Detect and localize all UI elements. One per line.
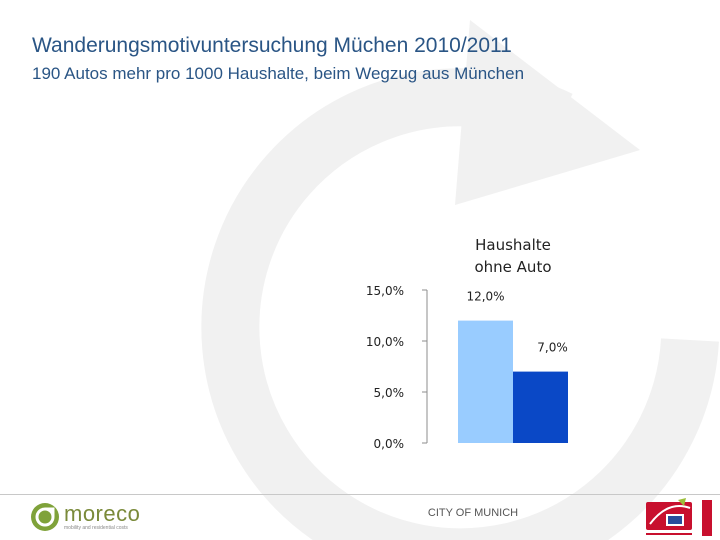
moreco-logo-tagline: mobility and residential costs <box>64 525 128 531</box>
footer-city-label: CITY OF MUNICH <box>427 507 519 519</box>
page-title: Wanderungsmotivuntersuchung Müchen 2010/… <box>32 34 512 57</box>
moreco-logo-name: moreco <box>64 501 141 526</box>
y-tick-label: 15,0% <box>366 284 404 298</box>
bars <box>458 320 568 443</box>
bar-2 <box>513 371 568 443</box>
y-tick-label: 10,0% <box>366 335 404 349</box>
page-subtitle: 190 Autos mehr pro 1000 Haushalte, beim … <box>32 64 525 83</box>
data-label-1: 12,0% <box>466 290 504 304</box>
bar-1 <box>458 320 513 443</box>
y-axis: 0,0% 5,0% 10,0% 15,0% <box>366 284 428 451</box>
partner-logo-icon <box>646 498 712 536</box>
moreco-leaf-icon <box>31 503 59 531</box>
moreco-logo: moreco mobility and residential costs <box>30 500 140 534</box>
data-labels: 12,0% 7,0% <box>466 290 567 355</box>
y-tick-label: 5,0% <box>374 386 405 400</box>
chart-title-line-1: Haushalte <box>475 236 551 254</box>
data-label-2: 7,0% <box>537 341 568 355</box>
chart-title-line-2: ohne Auto <box>474 258 551 276</box>
footer-divider <box>0 494 720 495</box>
y-tick-label: 0,0% <box>374 437 405 451</box>
